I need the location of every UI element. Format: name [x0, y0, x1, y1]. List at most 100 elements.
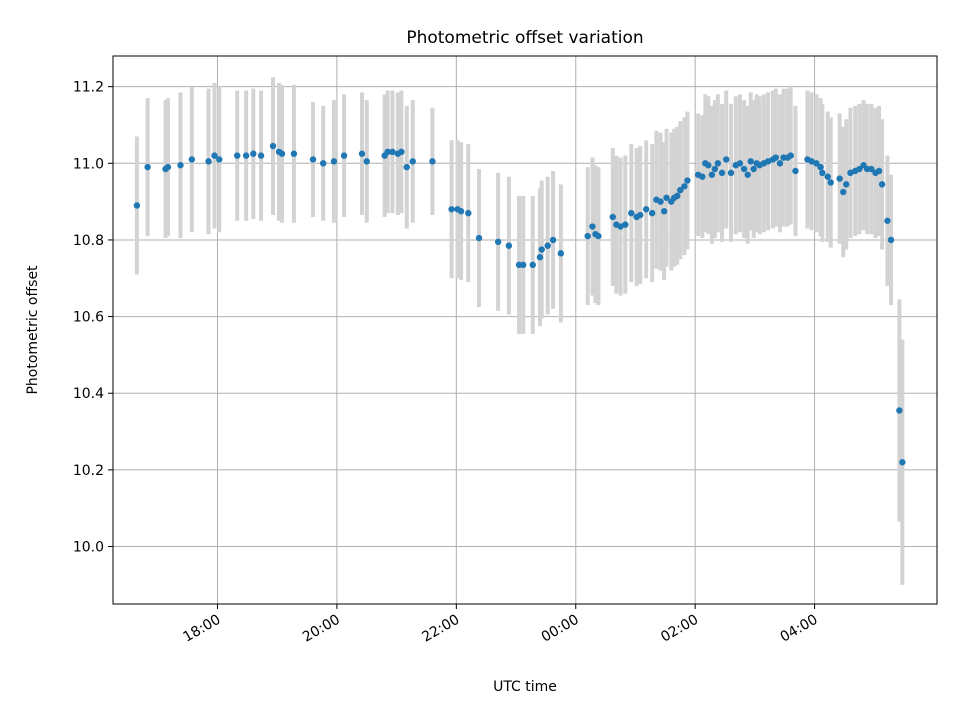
data-point [896, 407, 903, 414]
data-point [723, 156, 730, 163]
y-axis-ticks: 10.0 10.2 10.4 10.6 10.8 11.0 11.2 [73, 80, 113, 556]
data-point [674, 192, 681, 200]
data-point [884, 217, 891, 224]
data-point [319, 160, 327, 167]
data-points [133, 142, 906, 466]
data-point [448, 206, 455, 213]
data-point [827, 179, 834, 186]
data-point [278, 150, 286, 157]
data-point [657, 198, 664, 205]
data-point [133, 202, 141, 209]
data-point [787, 152, 794, 159]
data-point [520, 261, 527, 269]
data-point [878, 181, 886, 188]
data-point [840, 188, 847, 196]
data-point [819, 169, 826, 177]
data-point [257, 152, 265, 159]
data-point [505, 242, 513, 249]
data-point [628, 209, 635, 217]
y-tick-label: 10.4 [73, 386, 104, 402]
data-point [681, 183, 688, 190]
data-point [718, 169, 726, 177]
data-point [595, 232, 602, 240]
data-point [714, 160, 722, 167]
data-point [736, 160, 744, 167]
data-point [887, 236, 895, 244]
data-point [429, 158, 436, 165]
plot-frame [112, 55, 938, 605]
data-point [216, 156, 223, 163]
data-point [750, 165, 757, 173]
data-point [836, 175, 843, 182]
data-point [677, 186, 684, 194]
data-point [637, 211, 644, 219]
data-point [622, 221, 629, 228]
data-point [817, 163, 824, 171]
data-point [389, 148, 396, 156]
y-tick-label: 10.6 [73, 310, 104, 326]
data-point [705, 162, 712, 169]
data-point [584, 232, 591, 240]
data-point [529, 261, 536, 269]
data-point [409, 158, 416, 165]
x-axis-ticks: 18:00 20:00 22:00 00:00 02:00 04:00 [181, 604, 821, 646]
data-point [708, 171, 716, 178]
x-tick-label: 20:00 [300, 612, 343, 646]
data-point [609, 213, 616, 221]
data-point [164, 163, 172, 171]
y-tick-label: 11.0 [73, 156, 104, 172]
y-tick-label: 11.2 [73, 80, 104, 96]
data-point [384, 148, 391, 156]
x-tick-label: 04:00 [778, 612, 821, 646]
data-point [856, 165, 863, 173]
data-point [699, 173, 706, 180]
data-point [398, 148, 405, 156]
data-point [242, 152, 250, 159]
y-tick-label: 10.0 [73, 540, 104, 556]
data-point [792, 167, 799, 175]
data-point [740, 165, 748, 173]
chart-title: Photometric offset variation [406, 28, 643, 48]
data-point [475, 234, 483, 242]
data-point [309, 156, 317, 163]
data-point [643, 206, 650, 213]
y-tick-label: 10.2 [73, 463, 104, 479]
data-point [824, 173, 831, 180]
data-point [772, 154, 779, 161]
data-point [538, 246, 545, 253]
data-point [358, 150, 366, 157]
data-point [340, 152, 348, 159]
data-point [589, 223, 596, 230]
data-point [813, 160, 820, 167]
data-point [727, 169, 735, 177]
data-point [544, 242, 551, 249]
x-tick-label: 22:00 [419, 612, 462, 646]
data-point [648, 209, 656, 217]
x-axis-label: UTC time [493, 679, 557, 695]
data-point [403, 163, 410, 171]
x-tick-label: 00:00 [539, 612, 582, 646]
data-point [663, 194, 670, 201]
data-point [363, 158, 370, 165]
data-point [205, 158, 212, 165]
data-point [457, 208, 465, 215]
data-point [684, 177, 691, 184]
data-point [144, 163, 151, 171]
data-point [776, 160, 784, 167]
data-point [290, 150, 298, 157]
x-tick-label: 18:00 [181, 612, 224, 646]
data-point [177, 162, 184, 169]
x-tick-label: 02:00 [658, 612, 701, 646]
y-tick-label: 10.8 [73, 233, 104, 249]
data-point [843, 181, 850, 188]
y-axis-label: Photometric offset [25, 265, 41, 395]
data-point [899, 459, 906, 466]
data-point [711, 165, 719, 173]
data-point [211, 152, 218, 159]
data-point [188, 156, 196, 163]
data-point [660, 208, 668, 215]
data-point [747, 158, 754, 165]
data-point [494, 238, 502, 246]
data-point [269, 142, 277, 150]
